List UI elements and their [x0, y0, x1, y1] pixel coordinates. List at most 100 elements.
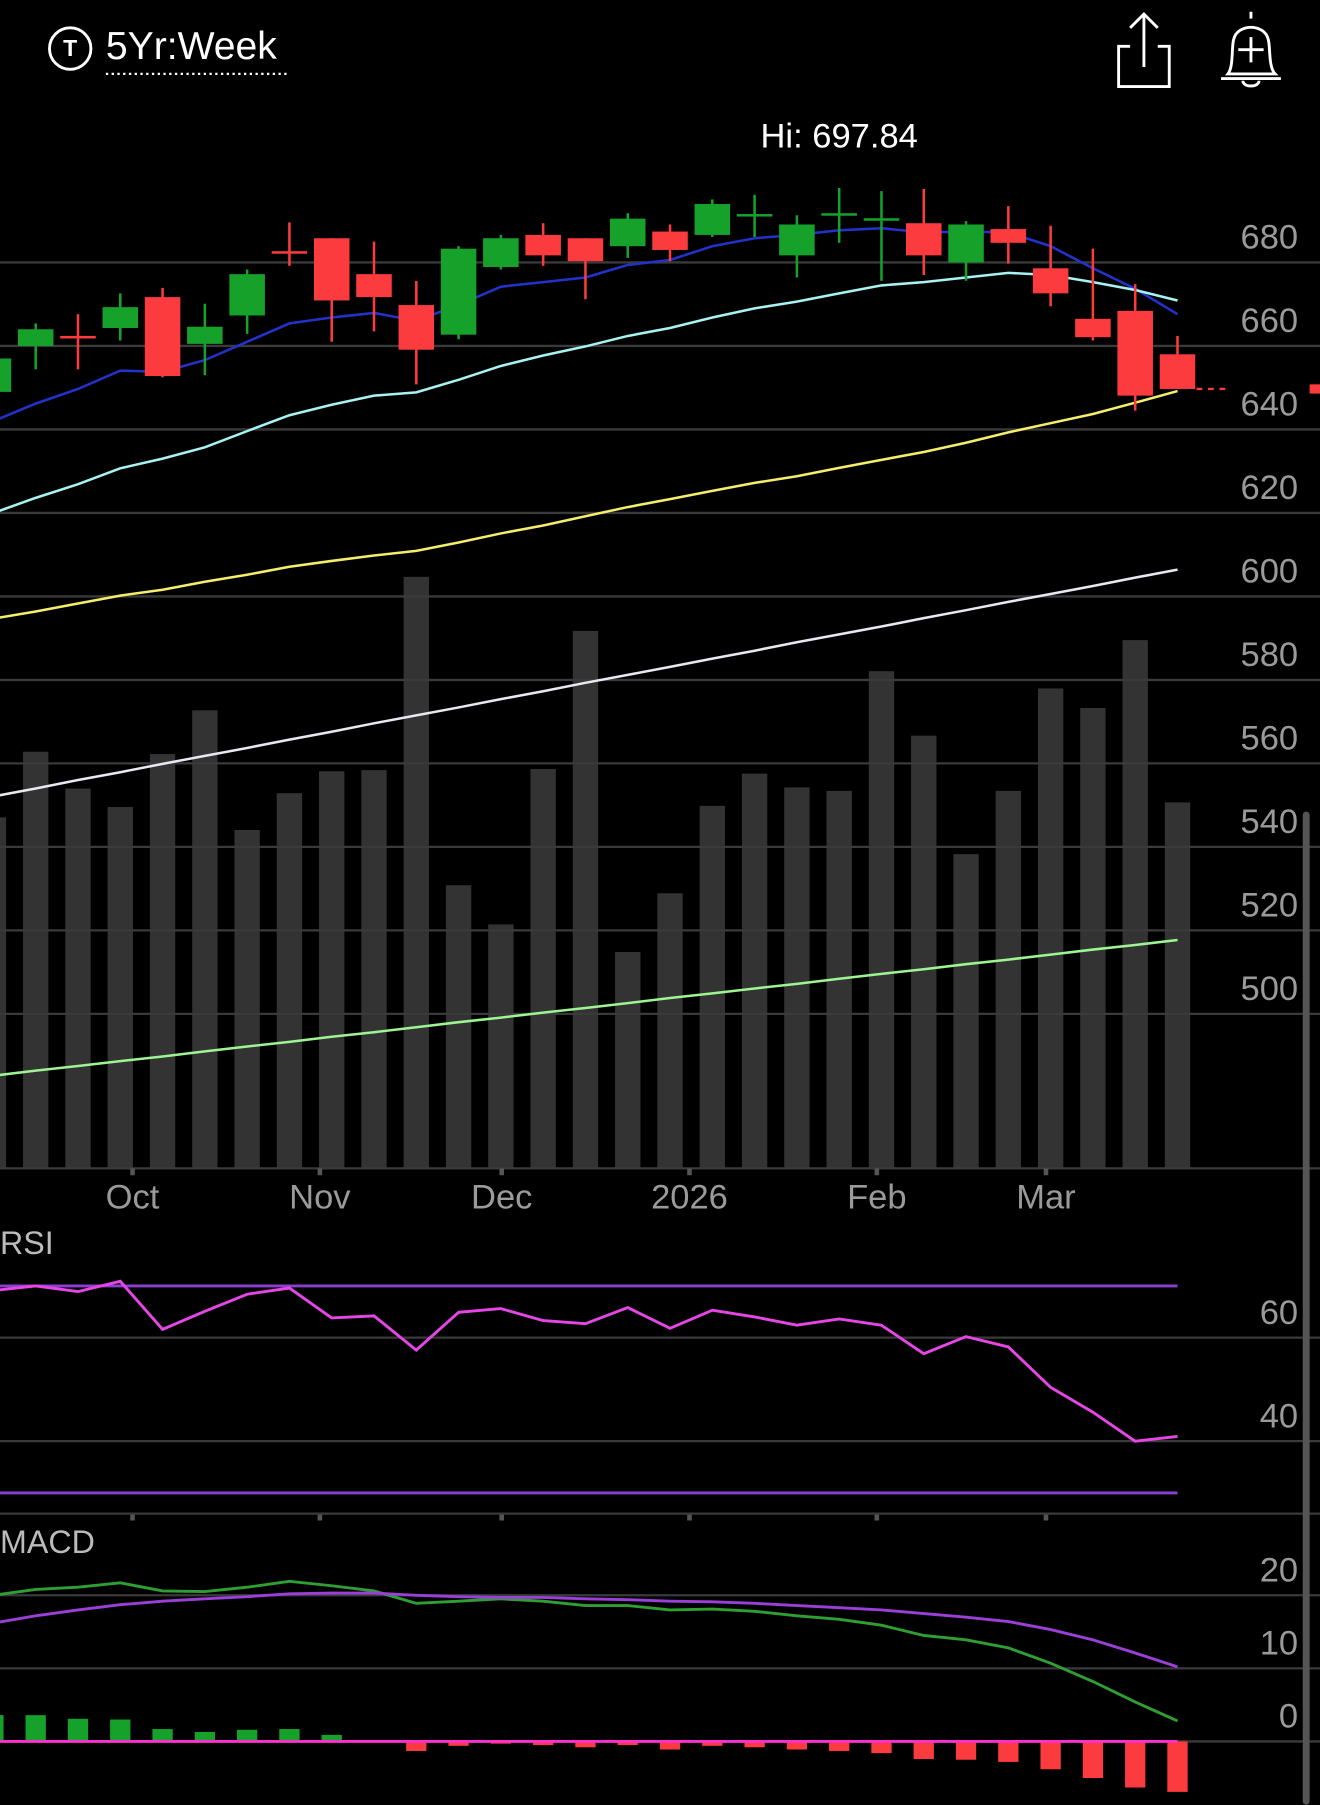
- candle-body: [1075, 318, 1111, 338]
- x-tick-label: Mar: [1016, 1179, 1075, 1217]
- volume-bar: [234, 829, 260, 1169]
- alert-button[interactable]: [1221, 11, 1281, 88]
- histogram-bar: [871, 1741, 892, 1754]
- y-tick-label: 680: [1241, 219, 1299, 257]
- volume-bar: [23, 751, 49, 1169]
- panel-title: MACD: [0, 1524, 95, 1560]
- y-tick-label: 580: [1241, 636, 1299, 674]
- bell-icon: [1221, 11, 1281, 88]
- candle-body: [313, 238, 350, 301]
- timeframe-selector[interactable]: 5Yr:Week: [106, 25, 277, 68]
- y-tick-label: 600: [1241, 553, 1299, 591]
- y-tick-label: 520: [1241, 886, 1299, 924]
- histogram-bar: [1167, 1741, 1188, 1792]
- histogram-bar: [236, 1729, 258, 1742]
- histogram-bar: [0, 1715, 4, 1742]
- volume-bar: [911, 735, 937, 1169]
- indicator-line: [0, 1591, 1178, 1669]
- volume-bar: [361, 770, 387, 1169]
- histogram-bar: [110, 1719, 131, 1742]
- volume-bar: [65, 788, 91, 1169]
- y-tick-label: 560: [1241, 720, 1299, 758]
- histogram-bar: [575, 1741, 596, 1748]
- candle-body: [144, 297, 181, 377]
- candle-body: [102, 307, 139, 328]
- y-tick-label: 0: [1279, 1698, 1298, 1736]
- volume-bar: [1122, 640, 1148, 1169]
- indicator-line: [0, 1279, 1178, 1443]
- histogram-bar: [659, 1741, 681, 1750]
- candle-body: [1159, 354, 1196, 389]
- volume-bar: [1080, 708, 1106, 1169]
- indicator-line: [0, 1579, 1179, 1723]
- candle-body: [863, 218, 900, 221]
- candle-body: [1032, 268, 1069, 294]
- candle-body: [0, 358, 12, 392]
- volume-bar: [445, 885, 472, 1169]
- histogram-bar: [152, 1729, 173, 1742]
- last-price-marker: [1309, 384, 1320, 394]
- candle-body: [398, 305, 435, 350]
- candle-body: [609, 218, 646, 247]
- share-button[interactable]: [1117, 12, 1171, 89]
- candle-body: [652, 231, 688, 250]
- candle-body: [17, 329, 54, 346]
- histogram-bar: [194, 1731, 215, 1742]
- volume-bar: [741, 773, 768, 1169]
- x-tick-label: Oct: [106, 1179, 160, 1217]
- symbol-button[interactable]: T: [48, 26, 93, 71]
- y-tick-label: 60: [1260, 1294, 1298, 1332]
- candle-body: [779, 224, 815, 256]
- symbol-icon-label: T: [63, 35, 77, 61]
- volume-bar: [149, 754, 176, 1169]
- x-tick-label: 2026: [651, 1179, 728, 1217]
- y-tick-label: 640: [1241, 386, 1299, 424]
- histogram-bar: [321, 1734, 342, 1742]
- volume-bar: [276, 793, 303, 1169]
- candle-body: [1117, 310, 1153, 396]
- volume-bar: [699, 805, 725, 1169]
- histogram-bar: [448, 1741, 469, 1746]
- candle-body: [271, 251, 308, 254]
- volume-bar: [995, 790, 1022, 1169]
- candle-body: [229, 274, 265, 316]
- histogram-bar: [702, 1741, 723, 1746]
- volume-bar: [1164, 802, 1191, 1169]
- scrollbar[interactable]: [1302, 811, 1310, 1805]
- y-tick-label: 540: [1241, 803, 1299, 841]
- histogram-bar: [955, 1741, 977, 1760]
- histogram-bar: [744, 1741, 765, 1748]
- histogram-bar: [1125, 1741, 1146, 1788]
- volume-bar: [488, 924, 514, 1169]
- histogram-bar: [406, 1741, 427, 1751]
- histogram-bar: [67, 1718, 89, 1742]
- histogram-bar: [279, 1729, 300, 1742]
- volume-bar: [953, 854, 979, 1169]
- x-tick-label: Dec: [471, 1179, 532, 1217]
- candle-body: [990, 229, 1027, 243]
- y-tick-label: 20: [1260, 1551, 1298, 1589]
- histogram-bar: [25, 1715, 46, 1742]
- x-tick-label: Feb: [847, 1179, 906, 1217]
- high-annotation: Hi: 697.84: [761, 117, 918, 155]
- volume-bar: [784, 787, 810, 1169]
- indicator-line: [0, 938, 1178, 1077]
- histogram-bar: [829, 1741, 850, 1751]
- candle-body: [694, 204, 731, 235]
- y-tick-label: 10: [1260, 1624, 1298, 1662]
- indicator-line: [0, 271, 1178, 512]
- histogram-bar: [617, 1741, 638, 1746]
- volume-bar: [1037, 688, 1064, 1169]
- histogram-bar: [1040, 1741, 1061, 1770]
- volume-bar: [657, 893, 683, 1169]
- volume-bar: [319, 771, 345, 1169]
- volume-bar: [403, 576, 429, 1169]
- candle-body: [483, 238, 519, 268]
- candle-body: [525, 234, 561, 256]
- candle-body: [821, 213, 857, 216]
- share-box: [1117, 44, 1171, 89]
- volume-bar: [530, 769, 556, 1169]
- candle-body: [440, 248, 477, 335]
- candle-body: [60, 335, 96, 339]
